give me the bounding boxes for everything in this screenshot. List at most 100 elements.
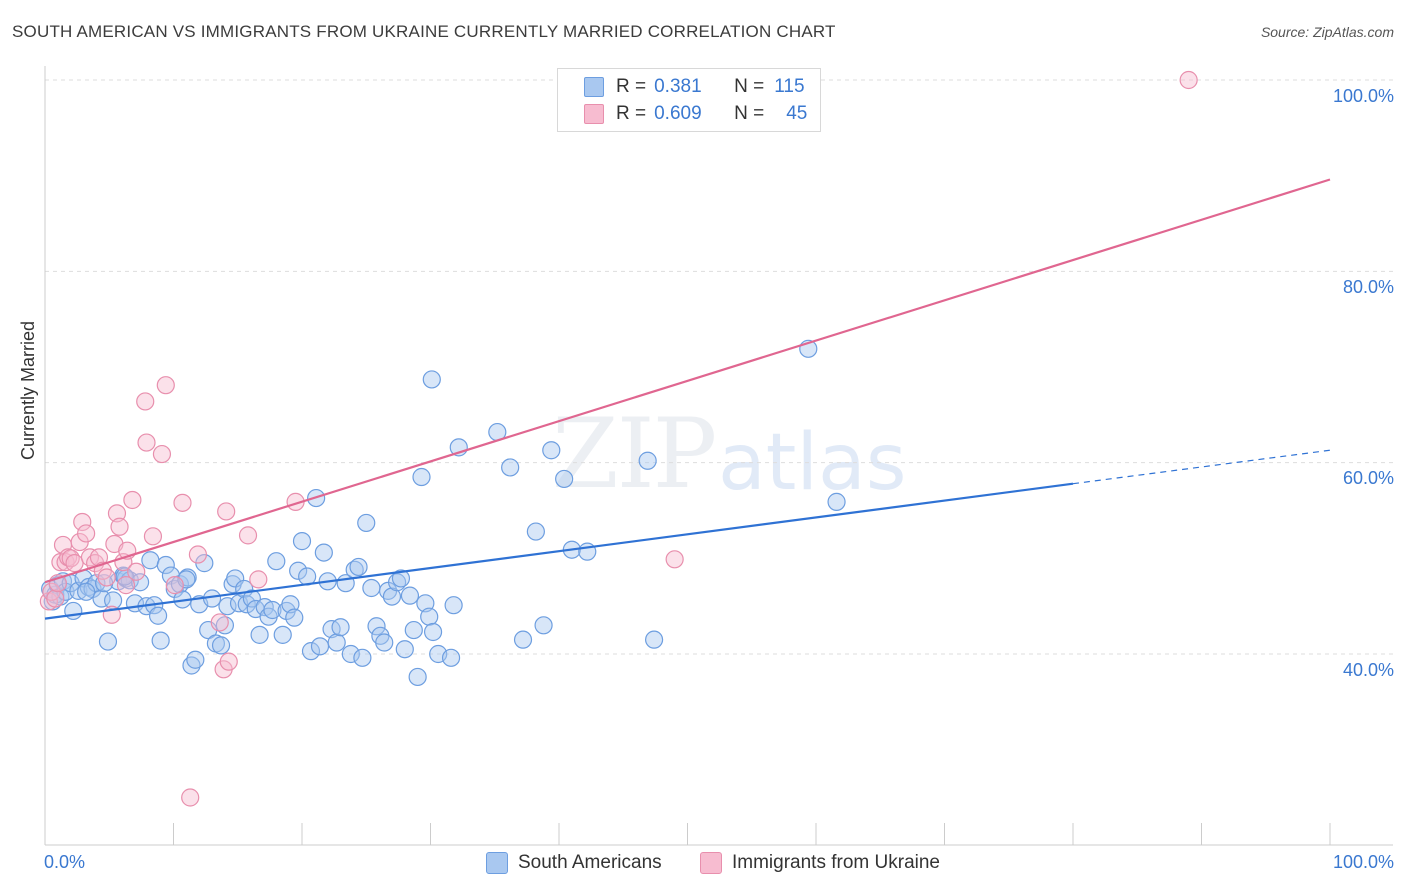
ukraine-point bbox=[137, 433, 156, 452]
south-americans-point bbox=[281, 595, 300, 614]
y-tick-label-60: 60.0% bbox=[1342, 468, 1394, 488]
ukraine-point bbox=[219, 652, 238, 671]
trend-line-ukraine bbox=[44, 178, 1331, 584]
south-americans-point bbox=[555, 469, 574, 489]
south-americans-point bbox=[218, 597, 237, 616]
ukraine-point bbox=[127, 562, 146, 581]
south-americans-point bbox=[263, 600, 282, 620]
south-americans-point bbox=[92, 589, 111, 608]
south-americans-point bbox=[542, 441, 561, 460]
south-americans-point bbox=[357, 513, 376, 533]
grid-lines bbox=[45, 79, 1393, 655]
ukraine-point bbox=[73, 512, 92, 532]
ukraine-point bbox=[143, 527, 163, 546]
trend-lines bbox=[44, 178, 1331, 620]
ukraine-point bbox=[1179, 70, 1198, 90]
south-americans-point bbox=[177, 570, 196, 589]
south-americans-point bbox=[444, 596, 463, 615]
correlation-legend: R = 0.381 N = 115 R = 0.609 N = 45 bbox=[557, 68, 821, 132]
axes bbox=[44, 66, 1393, 846]
south-americans-point bbox=[151, 631, 170, 650]
south-americans-point bbox=[534, 616, 553, 635]
south-americans-point bbox=[310, 637, 330, 656]
ukraine-point bbox=[238, 526, 258, 545]
south-americans-point bbox=[400, 586, 420, 605]
south-americans-point bbox=[141, 551, 160, 570]
x-min-label: 0.0% bbox=[44, 852, 86, 872]
south-americans-point bbox=[331, 618, 350, 637]
ukraine-point bbox=[156, 376, 175, 395]
south-americans-point bbox=[367, 617, 386, 636]
ukraine-point bbox=[110, 517, 129, 536]
legend-row-south-americans: R = 0.381 N = 115 bbox=[584, 75, 805, 99]
south-americans-point bbox=[412, 467, 431, 487]
south-americans-point bbox=[314, 543, 333, 562]
r-label: R = bbox=[616, 76, 647, 97]
south-americans-point bbox=[638, 451, 657, 470]
n-value: 45 bbox=[786, 103, 808, 124]
n-label: N = bbox=[734, 76, 765, 97]
series-immigrants-from-ukraine bbox=[39, 70, 1198, 807]
legend-item-immigrants-from-ukraine[interactable]: Immigrants from Ukraine bbox=[700, 852, 940, 874]
south-americans-point bbox=[289, 561, 308, 580]
trend-line-south-americans-extension bbox=[1072, 449, 1331, 485]
legend-swatch-pink bbox=[700, 852, 722, 874]
ukraine-point bbox=[165, 576, 184, 595]
series-south-americans bbox=[41, 339, 846, 687]
south-americans-point bbox=[362, 578, 381, 598]
south-americans-point bbox=[211, 636, 231, 655]
source-label: Source: ZipAtlas.com bbox=[1260, 24, 1394, 40]
ukraine-point bbox=[210, 613, 229, 632]
ukraine-point bbox=[136, 392, 155, 411]
south-americans-point bbox=[349, 557, 368, 577]
ukraine-point bbox=[65, 554, 84, 573]
r-value: 0.609 bbox=[654, 103, 702, 124]
r-label: R = bbox=[616, 103, 647, 124]
ukraine-point bbox=[665, 550, 684, 569]
ukraine-point bbox=[181, 788, 200, 807]
south-americans-point bbox=[250, 625, 269, 644]
south-americans-point bbox=[77, 582, 96, 601]
south-americans-point bbox=[292, 532, 312, 551]
south-americans-point bbox=[391, 569, 411, 588]
n-value: 115 bbox=[774, 76, 805, 97]
south-americans-point bbox=[644, 630, 664, 649]
legend-item-south-americans[interactable]: South Americans bbox=[486, 852, 662, 874]
south-americans-point bbox=[226, 569, 245, 588]
ukraine-point bbox=[97, 568, 116, 587]
watermark-zip: ZIP bbox=[552, 398, 717, 510]
series-legend: South Americans Immigrants from Ukraine bbox=[0, 852, 1406, 876]
ukraine-point bbox=[173, 493, 192, 512]
legend-label: South Americans bbox=[518, 852, 662, 873]
ukraine-point bbox=[249, 570, 268, 589]
south-americans-point bbox=[215, 616, 234, 635]
y-axis-label: Currently Married bbox=[18, 320, 38, 460]
ukraine-point bbox=[217, 502, 236, 521]
south-americans-point bbox=[327, 633, 346, 652]
south-americans-point bbox=[267, 552, 286, 571]
ukraine-point bbox=[116, 576, 136, 595]
ukraine-point bbox=[107, 504, 127, 523]
south-americans-point bbox=[285, 608, 304, 627]
south-americans-point bbox=[422, 370, 441, 389]
south-americans-point bbox=[341, 644, 360, 664]
ukraine-point bbox=[152, 444, 172, 464]
south-americans-point bbox=[186, 650, 205, 669]
south-americans-point bbox=[237, 595, 256, 614]
trend-line-south-americans bbox=[44, 482, 1074, 620]
south-americans-point bbox=[148, 606, 168, 625]
south-americans-point bbox=[827, 492, 846, 511]
south-americans-point bbox=[526, 522, 545, 541]
legend-swatch-blue bbox=[584, 77, 604, 97]
ukraine-point bbox=[77, 524, 96, 543]
ukraine-point bbox=[188, 545, 208, 564]
south-americans-point bbox=[382, 587, 402, 606]
south-americans-point bbox=[353, 648, 372, 667]
legend-row-ukraine: R = 0.609 N = 45 bbox=[584, 102, 807, 126]
south-americans-point bbox=[156, 555, 175, 575]
y-tick-label-40: 40.0% bbox=[1342, 660, 1394, 680]
ukraine-point bbox=[123, 490, 142, 510]
south-americans-point bbox=[242, 589, 261, 608]
south-americans-point bbox=[441, 648, 461, 667]
